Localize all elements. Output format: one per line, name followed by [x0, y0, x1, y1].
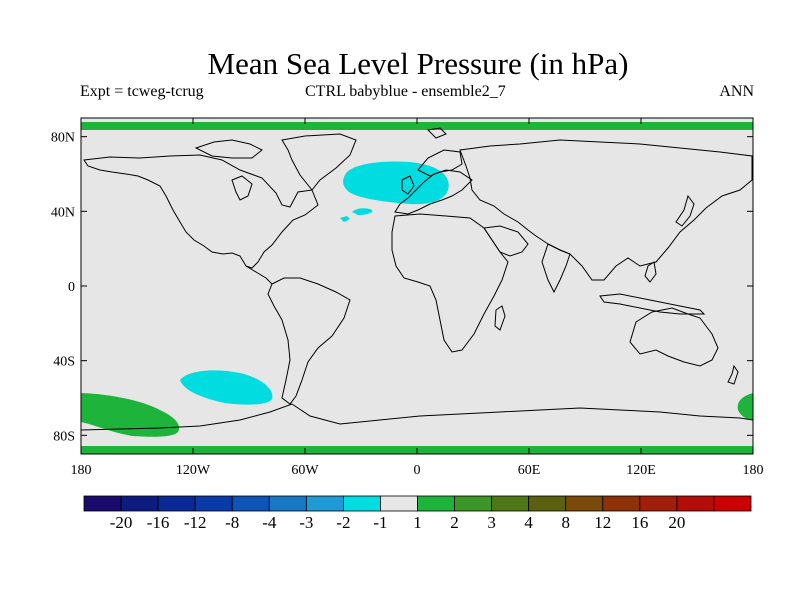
lat-tick-label: 80N	[51, 131, 75, 146]
colorbar-label: -4	[262, 513, 277, 532]
colorbar-label: 1	[413, 513, 422, 532]
coast-arabia	[483, 225, 529, 257]
coast-scandinavia	[417, 149, 463, 177]
colorbar-swatch	[528, 495, 567, 512]
experiment-label: Expt = tcweg-tcrug	[80, 83, 204, 100]
colorbar-swatch	[602, 495, 641, 512]
latitude-axis: 80N 40N 0 40S 80S	[51, 131, 753, 444]
colorbar-label: 2	[450, 513, 459, 532]
lon-tick-label: 120E	[626, 463, 656, 478]
colorbar-swatch	[565, 495, 604, 512]
antarctic-pacific-positive	[81, 393, 180, 437]
colorbar-swatch	[120, 495, 159, 512]
lat-tick-label: 80S	[53, 429, 75, 444]
colorbar-label: 4	[524, 513, 533, 532]
colorbar-swatch	[305, 495, 344, 512]
coast-north-america	[83, 154, 319, 269]
coast-hudson-bay	[231, 175, 253, 201]
colorbar-swatch	[676, 495, 715, 512]
colorbar-swatch	[491, 495, 530, 512]
lon-tick-label: 60W	[291, 463, 319, 478]
lat-tick-label: 40S	[53, 355, 75, 370]
colorbar-label: 20	[668, 513, 685, 532]
coast-south-america	[267, 277, 351, 405]
colorbar-swatch	[83, 495, 122, 512]
colorbar-label: 8	[561, 513, 570, 532]
lon-tick-label: 120W	[176, 463, 211, 478]
lat-tick-label: 0	[68, 280, 75, 295]
coast-new-zealand	[727, 364, 739, 385]
colorbar-swatch	[417, 495, 455, 512]
coast-british-isles	[401, 175, 415, 195]
arctic-positive-band	[81, 122, 753, 130]
lon-tick-label: 180	[71, 463, 92, 478]
colorbar-label: -3	[299, 513, 313, 532]
colorbar-label: -16	[147, 513, 170, 532]
coast-europe	[394, 169, 473, 215]
colorbar-swatch	[194, 495, 233, 512]
coast-madagascar	[494, 305, 506, 331]
coast-svalbard	[426, 127, 447, 139]
coastlines	[81, 127, 753, 431]
lon-tick-label: 60E	[518, 463, 541, 478]
lon-tick-label: 0	[414, 463, 421, 478]
colorbar-label: -12	[184, 513, 207, 532]
colorbar-swatch	[380, 495, 418, 512]
south-pacific-negative	[180, 370, 273, 405]
season-label: ANN	[719, 83, 754, 100]
antarctic-east-positive	[737, 393, 753, 420]
coast-greenland	[281, 133, 357, 191]
coast-india	[541, 243, 571, 294]
colorbar-swatch	[231, 495, 270, 512]
colorbar-swatch	[342, 495, 381, 512]
coast-asia	[459, 139, 753, 281]
coast-africa	[391, 213, 509, 353]
map-title: Mean Sea Level Pressure (in hPa)	[207, 46, 629, 81]
coast-central-america	[245, 265, 273, 285]
coast-antarctica	[81, 403, 753, 431]
colorbar-label: -1	[373, 513, 387, 532]
colorbar-label: 16	[631, 513, 648, 532]
comparison-label: CTRL babyblue - ensemble2_7	[305, 83, 506, 100]
mid-atlantic-negative	[352, 208, 373, 215]
colorbar-label: -2	[336, 513, 350, 532]
coast-australia	[629, 307, 719, 367]
colorbar-label: 3	[487, 513, 496, 532]
colorbar-swatch	[157, 495, 196, 512]
lon-tick-label: 180	[743, 463, 764, 478]
coast-indonesia	[599, 293, 706, 315]
lat-tick-label: 40N	[51, 205, 75, 220]
colorbar-swatch	[454, 495, 493, 512]
colorbar-swatch	[639, 495, 678, 512]
colorbar-swatch	[713, 495, 752, 512]
coast-japan	[675, 194, 695, 227]
mid-atlantic-negative-small	[340, 216, 350, 222]
colorbar-swatch	[268, 495, 307, 512]
coast-canadian-arctic	[194, 139, 263, 159]
colorbar-label: -20	[110, 513, 133, 532]
coast-philippines	[644, 261, 657, 283]
longitude-axis: 180 120W 60W 0 60E 120E 180	[71, 118, 764, 478]
colorbar-label: -8	[225, 513, 239, 532]
colorbar: -20 -16 -12 -8 -4 -3 -2 -1 1 2 3 4 8 12 16 20	[83, 495, 752, 532]
colorbar-label: 12	[594, 513, 611, 532]
